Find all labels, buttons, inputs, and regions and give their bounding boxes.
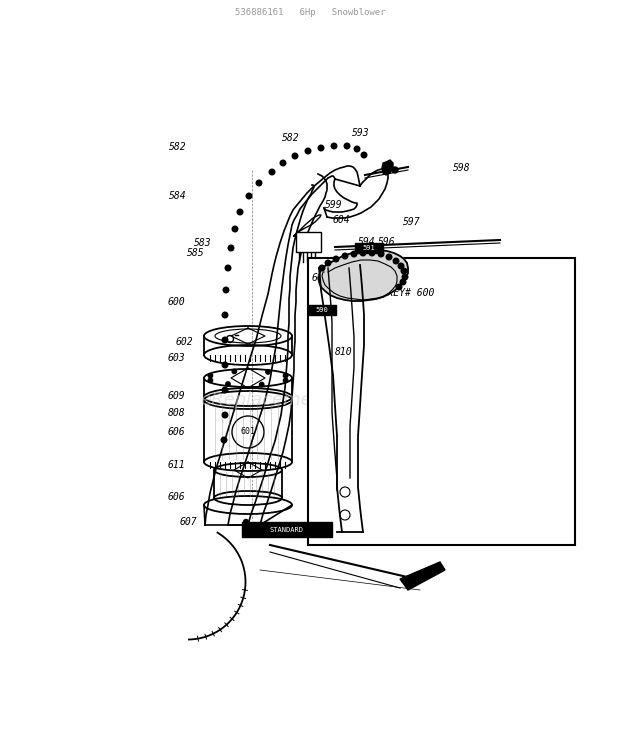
Text: 590: 590 bbox=[316, 307, 329, 313]
Text: 606: 606 bbox=[167, 492, 185, 502]
Circle shape bbox=[318, 145, 324, 151]
Circle shape bbox=[344, 143, 350, 149]
Circle shape bbox=[232, 226, 238, 232]
Text: 583: 583 bbox=[195, 238, 212, 248]
Circle shape bbox=[228, 245, 234, 251]
Circle shape bbox=[260, 382, 264, 387]
Circle shape bbox=[396, 284, 402, 290]
Circle shape bbox=[269, 169, 275, 175]
Circle shape bbox=[208, 374, 213, 378]
Text: 808: 808 bbox=[167, 408, 185, 418]
Text: 597: 597 bbox=[403, 217, 420, 227]
Text: 585: 585 bbox=[187, 248, 205, 258]
Circle shape bbox=[223, 287, 229, 293]
Text: eReplacementParts.com: eReplacementParts.com bbox=[200, 391, 420, 409]
Bar bbox=[355, 243, 383, 253]
Text: 593: 593 bbox=[352, 128, 370, 138]
Circle shape bbox=[226, 382, 230, 387]
Bar bbox=[308, 305, 336, 315]
Circle shape bbox=[401, 268, 407, 274]
Text: 600: 600 bbox=[167, 297, 185, 307]
Circle shape bbox=[354, 146, 360, 152]
Text: 602: 602 bbox=[175, 337, 193, 347]
Text: 596: 596 bbox=[378, 237, 396, 247]
Circle shape bbox=[244, 519, 249, 525]
Text: 810: 810 bbox=[335, 347, 353, 357]
Circle shape bbox=[232, 369, 236, 374]
Circle shape bbox=[398, 263, 404, 269]
Bar bbox=[296, 232, 321, 252]
Circle shape bbox=[246, 193, 252, 199]
Circle shape bbox=[222, 313, 228, 318]
Circle shape bbox=[378, 251, 384, 257]
Circle shape bbox=[342, 253, 348, 259]
Circle shape bbox=[225, 265, 231, 271]
Circle shape bbox=[331, 143, 337, 149]
Text: 536886161   6Hp   Snowblower: 536886161 6Hp Snowblower bbox=[235, 8, 385, 17]
Circle shape bbox=[292, 153, 298, 159]
Text: 584: 584 bbox=[169, 191, 187, 201]
Circle shape bbox=[256, 180, 262, 186]
Circle shape bbox=[392, 167, 398, 173]
Text: 611: 611 bbox=[167, 460, 185, 470]
Circle shape bbox=[283, 378, 288, 383]
Circle shape bbox=[222, 362, 228, 368]
Circle shape bbox=[400, 279, 406, 285]
Circle shape bbox=[283, 374, 288, 378]
Circle shape bbox=[266, 370, 270, 374]
Text: 595: 595 bbox=[370, 252, 388, 262]
Text: 591: 591 bbox=[363, 245, 375, 251]
Text: 601: 601 bbox=[241, 427, 255, 436]
Circle shape bbox=[369, 250, 375, 256]
Bar bbox=[242, 522, 332, 537]
Text: 607: 607 bbox=[179, 517, 197, 527]
Circle shape bbox=[351, 251, 356, 257]
Text: 582: 582 bbox=[169, 142, 187, 152]
Circle shape bbox=[221, 437, 227, 442]
Circle shape bbox=[326, 260, 331, 266]
Polygon shape bbox=[382, 160, 393, 175]
Circle shape bbox=[222, 387, 228, 393]
Circle shape bbox=[280, 160, 286, 166]
Circle shape bbox=[222, 337, 228, 343]
Circle shape bbox=[386, 254, 392, 260]
Text: 594: 594 bbox=[358, 237, 376, 247]
Text: 603: 603 bbox=[167, 353, 185, 363]
Circle shape bbox=[360, 250, 366, 256]
Circle shape bbox=[237, 209, 243, 215]
Text: 609: 609 bbox=[167, 391, 185, 401]
Circle shape bbox=[393, 258, 399, 263]
Text: 598: 598 bbox=[453, 163, 471, 173]
Polygon shape bbox=[400, 562, 445, 590]
Circle shape bbox=[319, 265, 325, 271]
Bar bbox=[308, 258, 575, 545]
Circle shape bbox=[208, 378, 213, 383]
Circle shape bbox=[305, 148, 311, 154]
Text: 605: 605 bbox=[312, 273, 330, 283]
Text: 599: 599 bbox=[325, 200, 343, 210]
Polygon shape bbox=[319, 250, 408, 301]
Circle shape bbox=[402, 274, 408, 280]
Text: 606: 606 bbox=[167, 427, 185, 437]
Text: 582: 582 bbox=[282, 133, 299, 143]
Circle shape bbox=[222, 412, 228, 418]
Text: 604: 604 bbox=[333, 215, 351, 225]
Text: STANDARD: STANDARD bbox=[270, 527, 304, 533]
Text: REF. KEY# 600: REF. KEY# 600 bbox=[358, 288, 435, 298]
Circle shape bbox=[333, 256, 339, 262]
Circle shape bbox=[361, 153, 367, 158]
